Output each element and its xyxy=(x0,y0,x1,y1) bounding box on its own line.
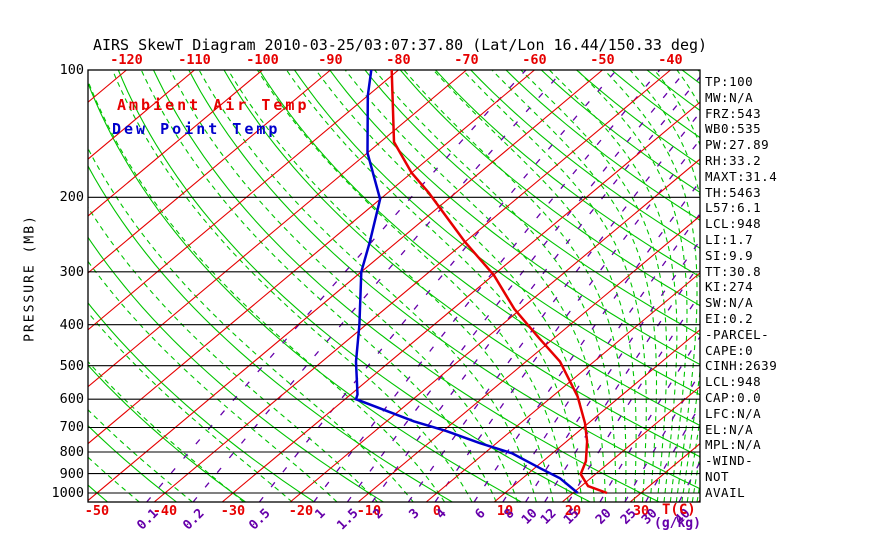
top-temp-tick--70: -70 xyxy=(454,52,479,68)
pressure-tick-700: 700 xyxy=(59,419,84,436)
top-temp-tick--90: -90 xyxy=(318,52,343,68)
bottom-temp-tick--20: -20 xyxy=(288,503,314,519)
legend-ambient-air-temp: Ambient Air Temp xyxy=(117,96,310,114)
bottom-temp-tick-10: 10 xyxy=(496,503,514,519)
index-item-th-5463: TH:5463 xyxy=(705,184,762,200)
index-item-cap-0-0: CAP:0.0 xyxy=(705,390,762,405)
index-item-pw-27-89: PW:27.89 xyxy=(705,137,770,153)
bottom-temp-tick-30: 30 xyxy=(632,503,650,519)
index-item-sw-n-a: SW:N/A xyxy=(705,295,754,311)
bottom-temp-tick-0: 0 xyxy=(432,503,442,519)
index-item-lcl-948: LCL:948 xyxy=(705,216,762,232)
top-temp-tick--110: -110 xyxy=(178,52,211,68)
index-item-avail: AVAIL xyxy=(705,484,746,500)
pressure-tick-100: 100 xyxy=(59,62,84,78)
index-item-mpl-n-a: MPL:N/A xyxy=(705,437,762,453)
bottom-temp-tick--10: -10 xyxy=(356,503,382,519)
index-item-maxt-31-4: MAXT:31.4 xyxy=(705,168,778,184)
pressure-tick-800: 800 xyxy=(59,444,84,460)
pressure-tick-900: 900 xyxy=(59,465,84,482)
index-item-tt-30-8: TT:30.8 xyxy=(705,263,762,279)
legend-dew-point-temp: Dew Point Temp xyxy=(112,120,281,138)
index-item--wind-: -WIND- xyxy=(705,453,754,469)
top-temp-tick--40: -40 xyxy=(658,52,683,68)
chart-title: AIRS SkewT Diagram 2010-03-25/03:07:37.8… xyxy=(92,36,708,54)
index-item-l57-6-1: L57:6.1 xyxy=(705,200,762,216)
mixing-ratio-unit-label: (g/kg) xyxy=(654,516,701,531)
bottom-temp-tick--40: -40 xyxy=(152,503,178,519)
index-item-si-9-9: SI:9.9 xyxy=(705,247,754,263)
top-temp-tick--60: -60 xyxy=(522,52,547,68)
bottom-temp-tick--50: -50 xyxy=(84,503,110,519)
pressure-tick-1000: 1000 xyxy=(51,485,84,501)
top-temp-tick--120: -120 xyxy=(110,52,143,68)
index-item-mw-n-a: MW:N/A xyxy=(705,89,754,105)
index-item-el-n-a: EL:N/A xyxy=(705,421,754,437)
index-item-rh-33-2: RH:33.2 xyxy=(705,153,762,168)
pressure-tick-500: 500 xyxy=(59,357,84,374)
bottom-temp-tick--30: -30 xyxy=(220,503,246,519)
index-item-cinh-2639: CINH:2639 xyxy=(705,358,778,374)
top-temp-tick--80: -80 xyxy=(386,52,411,68)
pressure-tick-300: 300 xyxy=(59,263,84,280)
index-item-cape-0: CAPE:0 xyxy=(705,342,754,358)
temp-unit-label: T(C) xyxy=(662,502,696,518)
top-temp-tick--100: -100 xyxy=(246,52,279,68)
index-item-lfc-n-a: LFC:N/A xyxy=(705,405,762,421)
top-temp-tick--50: -50 xyxy=(590,52,615,68)
pressure-tick-600: 600 xyxy=(59,391,84,408)
index-item--parcel-: -PARCEL- xyxy=(705,326,770,342)
index-item-not: NOT xyxy=(705,469,730,484)
index-item-li-1-7: LI:1.7 xyxy=(705,232,754,247)
index-item-wb0-535: WB0:535 xyxy=(705,121,762,137)
pressure-axis-title: PRESSURE (MB) xyxy=(22,214,38,342)
index-item-tp-100: TP:100 xyxy=(705,74,754,89)
pressure-tick-400: 400 xyxy=(59,316,84,333)
pressure-tick-200: 200 xyxy=(59,189,84,206)
bottom-temp-tick-20: 20 xyxy=(564,503,582,519)
index-item-ei-0-2: EI:0.2 xyxy=(705,311,754,326)
index-item-lcl-948: LCL:948 xyxy=(705,374,762,390)
index-item-frz-543: FRZ:543 xyxy=(705,105,762,121)
index-item-ki-274: KI:274 xyxy=(705,279,754,295)
